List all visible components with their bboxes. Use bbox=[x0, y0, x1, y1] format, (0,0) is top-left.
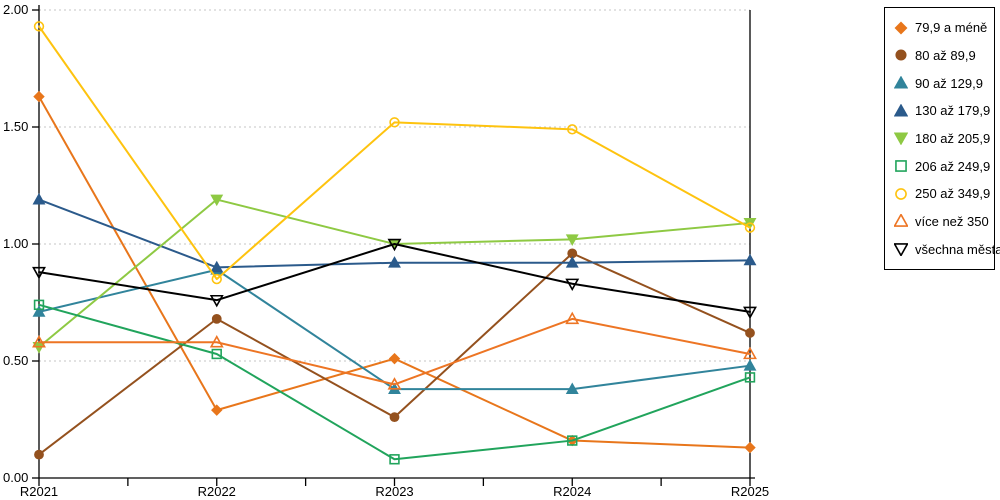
data-point-79-9-a-m-n-r2022 bbox=[211, 404, 223, 416]
series-line-v-ce-ne-350 bbox=[38, 317, 751, 386]
data-point-v-echna-m-sta-r2023 bbox=[387, 238, 402, 252]
series-79-9-a-m-n bbox=[33, 90, 756, 454]
x-axis-label-r2023: R2023 bbox=[375, 484, 413, 499]
series-line-250-a-349-9 bbox=[38, 25, 751, 281]
legend-label: 250 až 349,9 bbox=[915, 186, 991, 202]
y-axis-label-1.00: 1.00 bbox=[3, 236, 28, 251]
legend-label: 180 až 205,9 bbox=[915, 130, 991, 146]
legend-label: více než 350 bbox=[915, 213, 989, 229]
legend-item-80-a-89-9: 80 až 89,9 bbox=[894, 48, 990, 62]
data-point-90-a-129-9-r2025 bbox=[743, 359, 757, 371]
legend-label: 79,9 a méně bbox=[915, 20, 988, 36]
data-point-v-ce-ne-350-r2025 bbox=[743, 346, 757, 360]
legend-label: 90 až 129,9 bbox=[915, 75, 983, 91]
triangle-up-open-legend-icon bbox=[894, 214, 908, 228]
data-point-206-a-249-9-r2021 bbox=[33, 299, 45, 311]
data-point-250-a-349-9-r2025 bbox=[744, 222, 756, 233]
series-130-a-179-9 bbox=[32, 192, 757, 273]
circle-open-legend-icon bbox=[895, 187, 907, 200]
square-open-legend-icon bbox=[895, 160, 907, 172]
data-point-206-a-249-9-r2024 bbox=[567, 435, 578, 446]
legend-item-79-9-a-m-n: 79,9 a méně bbox=[894, 21, 990, 35]
series-180-a-205-9 bbox=[32, 194, 757, 354]
data-point-130-a-179-9-r2023 bbox=[388, 256, 401, 268]
data-point-250-a-349-9-r2022 bbox=[211, 273, 222, 285]
series-line-180-a-205-9 bbox=[38, 198, 751, 348]
data-point-79-9-a-m-n-r2021 bbox=[33, 90, 45, 103]
series-90-a-129-9 bbox=[32, 263, 757, 394]
data-point-79-9-a-m-n-r2025 bbox=[744, 441, 756, 454]
x-axis-label-r2021: R2021 bbox=[20, 484, 58, 499]
legend-item-206-a-249-9: 206 až 249,9 bbox=[894, 159, 990, 173]
data-point-180-a-205-9-r2022 bbox=[210, 194, 224, 207]
legend-item-90-a-129-9: 90 až 129,9 bbox=[894, 76, 990, 90]
data-point-v-ce-ne-350-r2024 bbox=[565, 311, 580, 325]
y-axis-label-0.50: 0.50 bbox=[3, 353, 28, 368]
data-point-v-echna-m-sta-r2024 bbox=[565, 278, 580, 292]
data-point-206-a-249-9-r2023 bbox=[389, 454, 400, 465]
legend-item-130-a-179-9: 130 až 179,9 bbox=[894, 103, 991, 119]
series-v-ce-ne-350 bbox=[32, 311, 757, 390]
data-point-90-a-129-9-r2024 bbox=[565, 382, 579, 394]
data-point-80-a-89-9-r2023 bbox=[389, 412, 400, 423]
data-point-80-a-89-9-r2025 bbox=[745, 328, 755, 338]
series-line-v-echna-m-sta bbox=[38, 243, 751, 313]
legend-item-v-ce-ne-350: více než 350 bbox=[894, 214, 990, 228]
series-80-a-89-9 bbox=[34, 248, 755, 460]
legend-label: 206 až 249,9 bbox=[915, 158, 991, 174]
triangle-up-filled-legend-icon bbox=[894, 103, 908, 117]
data-point-180-a-205-9-r2024 bbox=[565, 234, 579, 246]
data-point-v-echna-m-sta-r2025 bbox=[743, 306, 757, 320]
triangle-down-filled-legend-icon bbox=[894, 132, 908, 146]
y-axis-label-0.00: 0.00 bbox=[3, 470, 28, 485]
x-axis-label-r2022: R2022 bbox=[198, 484, 236, 499]
data-point-250-a-349-9-r2021 bbox=[33, 21, 45, 32]
data-point-80-a-89-9-r2022 bbox=[211, 313, 222, 324]
data-point-80-a-89-9-r2021 bbox=[34, 449, 44, 460]
legend-item-v-echna-m-sta: všechna města bbox=[894, 242, 1000, 257]
data-point-90-a-129-9-r2021 bbox=[32, 305, 46, 317]
data-point-130-a-179-9-r2021 bbox=[32, 192, 46, 205]
series-line-90-a-129-9 bbox=[38, 268, 751, 391]
data-point-250-a-349-9-r2023 bbox=[389, 117, 400, 128]
y-axis-label-1.50: 1.50 bbox=[3, 119, 28, 134]
legend-label: 130 až 179,9 bbox=[915, 103, 991, 119]
chart-legend: 79,9 a méně 80 až 89,9 90 až 129,9 130 až 1… bbox=[884, 7, 1000, 270]
series-206-a-249-9 bbox=[33, 299, 756, 465]
data-point-79-9-a-m-n-r2023 bbox=[388, 352, 401, 365]
data-point-v-echna-m-sta-r2022 bbox=[209, 294, 224, 308]
data-point-v-ce-ne-350-r2023 bbox=[387, 377, 402, 390]
data-point-v-echna-m-sta-r2021 bbox=[32, 266, 46, 280]
diamond-filled-legend-icon bbox=[894, 21, 908, 35]
series-v-echna-m-sta bbox=[32, 238, 757, 320]
data-point-206-a-249-9-r2025 bbox=[744, 372, 756, 383]
x-axis-label-r2025: R2025 bbox=[731, 484, 769, 499]
triangle-up-filled-legend-icon bbox=[894, 76, 908, 89]
x-axis-label-r2024: R2024 bbox=[553, 484, 591, 499]
data-point-130-a-179-9-r2024 bbox=[565, 256, 579, 268]
y-axis-label-2.00: 2.00 bbox=[3, 2, 28, 17]
data-point-v-ce-ne-350-r2021 bbox=[32, 335, 46, 348]
series-line-206-a-249-9 bbox=[38, 303, 751, 461]
legend-item-180-a-205-9: 180 až 205,9 bbox=[894, 130, 991, 146]
triangle-down-open-legend-icon bbox=[894, 243, 908, 257]
legend-label: 80 až 89,9 bbox=[915, 47, 976, 63]
data-point-130-a-179-9-r2025 bbox=[743, 253, 757, 266]
series-250-a-349-9 bbox=[33, 21, 756, 285]
legend-label: všechna města bbox=[915, 241, 1000, 257]
series-line-79-9-a-m-n bbox=[38, 95, 751, 449]
data-point-v-ce-ne-350-r2022 bbox=[209, 335, 224, 348]
legend-item-250-a-349-9: 250 až 349,9 bbox=[894, 187, 990, 201]
data-point-130-a-179-9-r2022 bbox=[210, 260, 224, 273]
data-point-206-a-249-9-r2022 bbox=[211, 348, 222, 360]
circle-filled-legend-icon bbox=[895, 49, 907, 62]
data-point-250-a-349-9-r2024 bbox=[567, 124, 578, 135]
